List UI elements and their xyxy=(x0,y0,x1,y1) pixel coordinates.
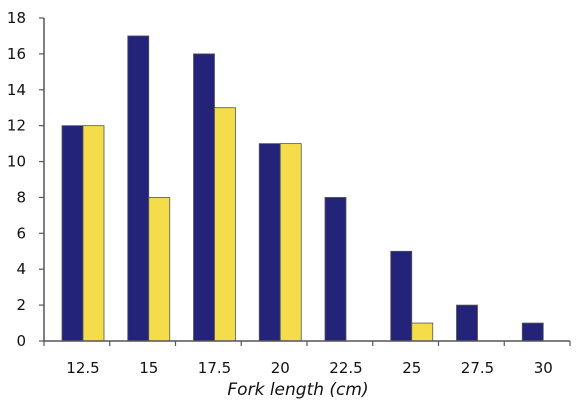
y-tick-label: 0 xyxy=(16,332,26,350)
y-tick-label: 2 xyxy=(16,296,26,314)
bar-series-1-27.5 xyxy=(456,304,478,342)
bars xyxy=(61,35,544,342)
x-tick-label: 22.5 xyxy=(329,359,362,377)
y-tick-label: 18 xyxy=(7,9,26,27)
y-tick-label: 16 xyxy=(7,45,26,63)
x-tick-label: 12.5 xyxy=(66,359,99,377)
bar-series-2-12.5 xyxy=(82,125,105,342)
y-tick-label: 14 xyxy=(7,81,26,99)
bar-series-1-20 xyxy=(258,143,281,342)
y-tick-label: 10 xyxy=(7,153,26,171)
x-axis-label: Fork length (cm) xyxy=(227,380,368,400)
x-tick-label: 20 xyxy=(271,359,290,377)
x-axis-ticks: 12.5 15 17.5 20 22.5 25 27.5 30 xyxy=(43,341,571,377)
y-tick-label: 8 xyxy=(16,188,26,206)
bar-series-1-25 xyxy=(390,250,413,342)
x-tick-label: 27.5 xyxy=(461,359,494,377)
bar-series-1-15 xyxy=(127,35,150,342)
bar-series-2-25 xyxy=(411,322,434,342)
y-tick-label: 4 xyxy=(16,260,26,278)
bar-series-2-17.5 xyxy=(214,107,236,342)
bar-series-1-17.5 xyxy=(193,53,215,342)
bar-series-2-15 xyxy=(148,197,171,342)
bar-series-1-22.5 xyxy=(324,197,347,342)
x-tick-label: 15 xyxy=(139,359,158,377)
y-tick-label: 12 xyxy=(7,117,26,135)
bar-series-1-12.5 xyxy=(61,125,84,342)
x-tick-label: 25 xyxy=(402,359,421,377)
y-tick-label: 6 xyxy=(16,224,26,242)
y-axis-ticks: 0 2 4 6 8 10 12 14 16 18 xyxy=(7,9,44,350)
bar-series-2-20 xyxy=(279,143,302,342)
x-tick-label: 30 xyxy=(534,359,553,377)
bar-series-1-30 xyxy=(521,322,544,342)
x-tick-label: 17.5 xyxy=(198,359,231,377)
